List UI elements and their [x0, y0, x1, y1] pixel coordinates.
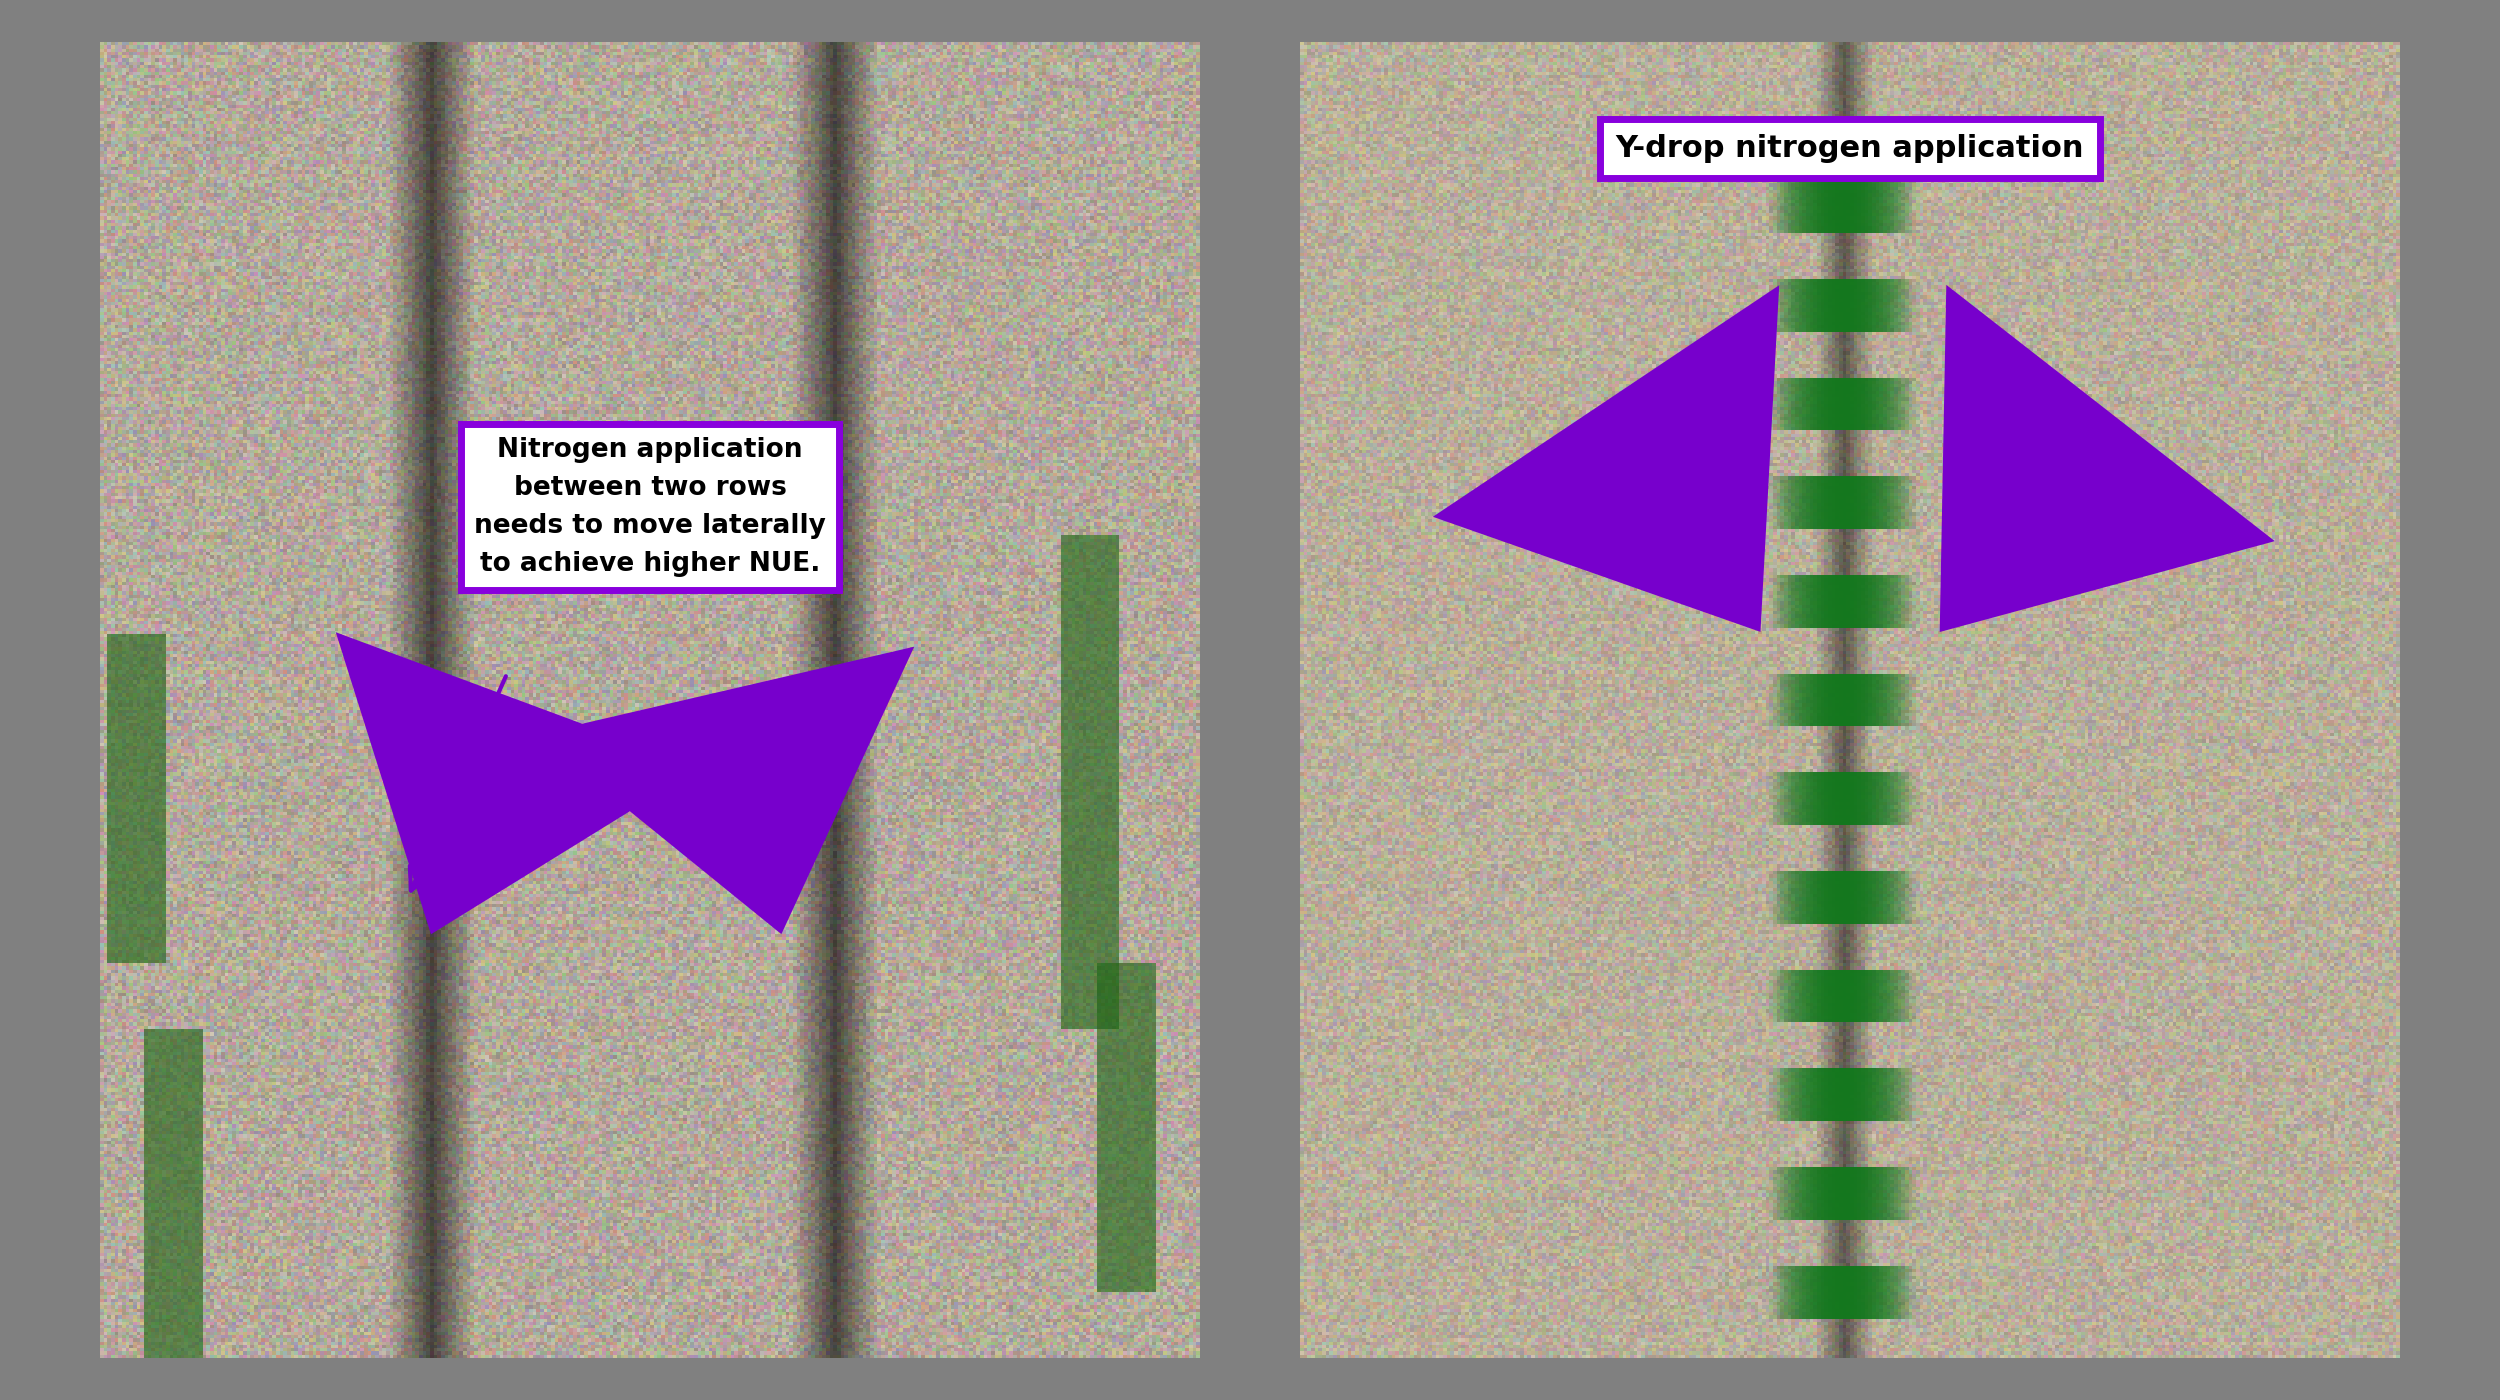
Text: Nitrogen application
between two rows
needs to move laterally
to achieve higher : Nitrogen application between two rows ne… — [475, 437, 825, 577]
Text: Y-drop nitrogen application: Y-drop nitrogen application — [1615, 134, 2085, 164]
